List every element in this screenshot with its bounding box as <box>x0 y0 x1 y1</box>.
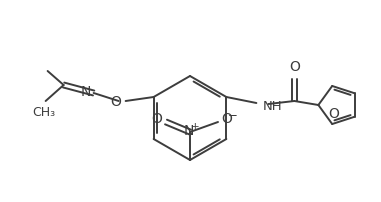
Text: +: + <box>190 122 199 132</box>
Text: N: N <box>184 124 194 138</box>
Text: O: O <box>289 60 300 74</box>
Text: O: O <box>151 112 162 126</box>
Text: −: − <box>228 108 238 121</box>
Text: CH₃: CH₃ <box>32 106 55 119</box>
Text: NH: NH <box>263 100 282 113</box>
Text: N: N <box>80 85 91 99</box>
Text: O: O <box>110 95 121 109</box>
Text: O: O <box>221 112 232 126</box>
Text: O: O <box>328 107 339 121</box>
